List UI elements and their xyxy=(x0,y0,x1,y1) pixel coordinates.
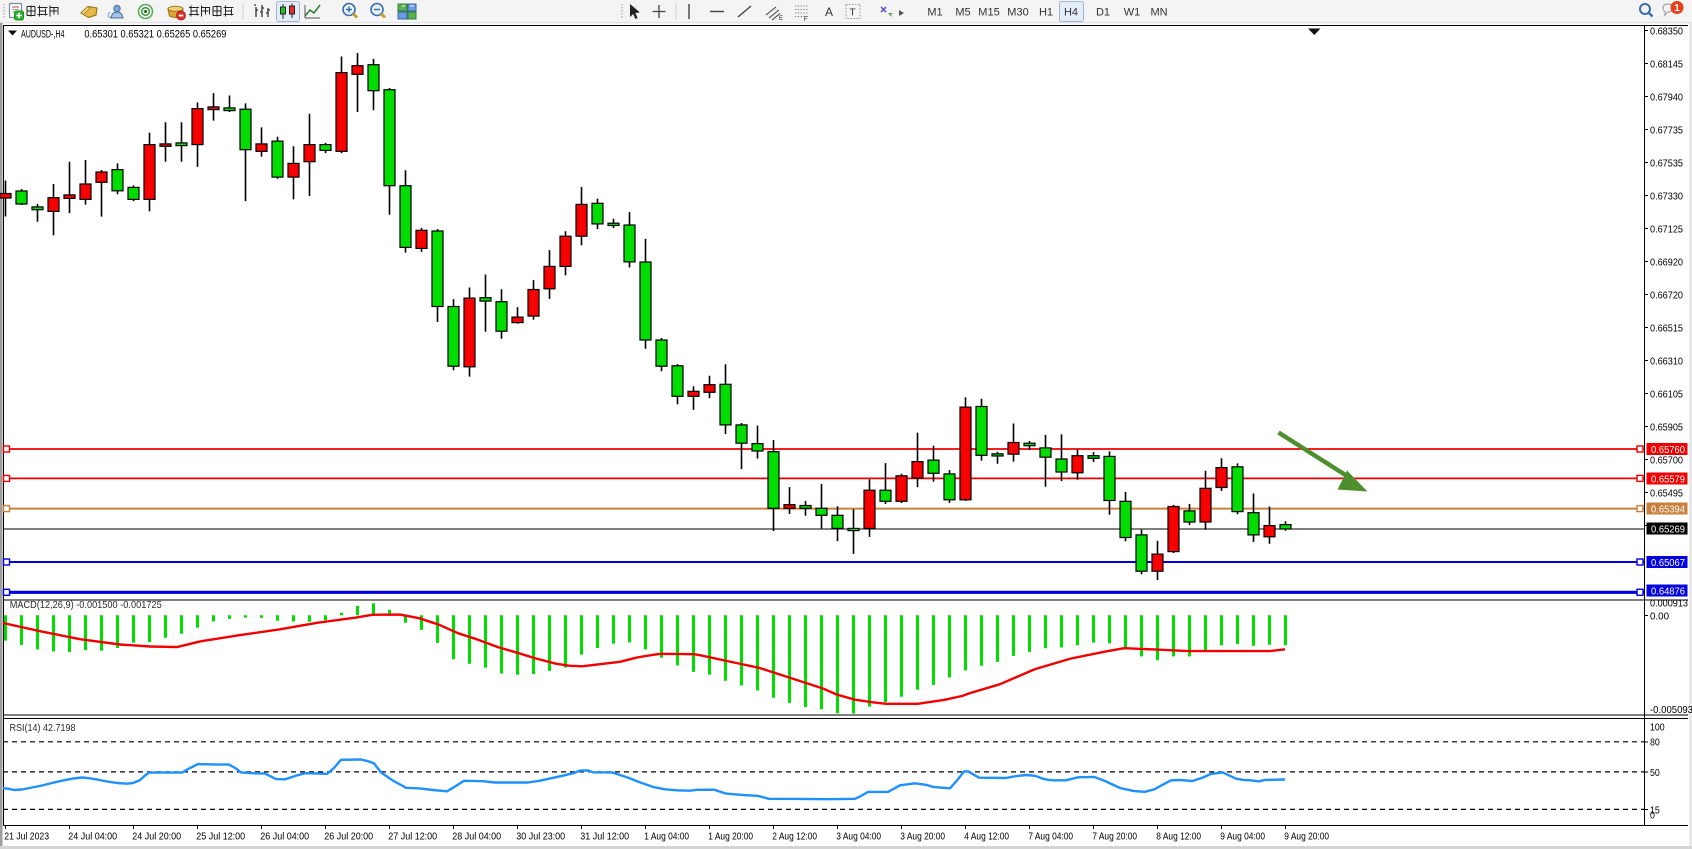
svg-text:4 Aug 12:00: 4 Aug 12:00 xyxy=(964,831,1009,843)
svg-text:24 Jul 04:00: 24 Jul 04:00 xyxy=(68,831,117,843)
svg-text:0.68145: 0.68145 xyxy=(1650,58,1683,70)
svg-text:F: F xyxy=(804,17,808,23)
svg-text:28 Jul 04:00: 28 Jul 04:00 xyxy=(452,831,501,843)
svg-text:0.66515: 0.66515 xyxy=(1650,322,1683,334)
svg-text:0.65067: 0.65067 xyxy=(1651,557,1685,569)
svg-text:15: 15 xyxy=(1650,804,1660,816)
svg-text:0.64876: 0.64876 xyxy=(1651,585,1685,597)
svg-text:2 Aug 12:00: 2 Aug 12:00 xyxy=(772,831,817,843)
svg-text:W1: W1 xyxy=(1124,7,1141,19)
svg-text:0.66105: 0.66105 xyxy=(1650,388,1683,400)
svg-text:26 Jul 20:00: 26 Jul 20:00 xyxy=(324,831,373,843)
svg-text:8 Aug 12:00: 8 Aug 12:00 xyxy=(1156,831,1201,843)
svg-text:0: 0 xyxy=(1650,810,1655,822)
svg-text:RSI(14) 42.7198: RSI(14) 42.7198 xyxy=(10,722,76,734)
svg-text:0.67535: 0.67535 xyxy=(1650,157,1683,169)
svg-text:24 Jul 20:00: 24 Jul 20:00 xyxy=(132,831,181,843)
svg-text:0.000913: 0.000913 xyxy=(1650,598,1688,610)
svg-text:3 Aug 20:00: 3 Aug 20:00 xyxy=(900,831,945,843)
svg-text:0.00: 0.00 xyxy=(1650,611,1669,623)
svg-text:7 Aug 20:00: 7 Aug 20:00 xyxy=(1092,831,1137,843)
svg-text:0.67330: 0.67330 xyxy=(1650,190,1683,202)
svg-text:T: T xyxy=(850,8,856,19)
svg-text:A: A xyxy=(825,5,833,19)
svg-text:0.67940: 0.67940 xyxy=(1650,91,1683,103)
svg-text:M1: M1 xyxy=(927,7,942,19)
svg-text:50: 50 xyxy=(1650,767,1660,779)
svg-text:0.65760: 0.65760 xyxy=(1651,444,1685,456)
svg-text:H1: H1 xyxy=(1039,7,1053,19)
svg-text:0.67735: 0.67735 xyxy=(1650,124,1683,136)
svg-text:0.68350: 0.68350 xyxy=(1650,25,1683,37)
svg-text:0.66920: 0.66920 xyxy=(1650,256,1683,268)
svg-text:30 Jul 23:00: 30 Jul 23:00 xyxy=(516,831,565,843)
svg-text:AUDUSD-,H4: AUDUSD-,H4 xyxy=(21,28,65,40)
svg-text:-0.005093: -0.005093 xyxy=(1650,704,1692,716)
svg-text:80: 80 xyxy=(1650,737,1660,749)
svg-text:E: E xyxy=(779,16,783,22)
svg-text:M30: M30 xyxy=(1007,7,1028,19)
svg-text:3 Aug 04:00: 3 Aug 04:00 xyxy=(836,831,881,843)
svg-text:H4: H4 xyxy=(1064,7,1078,19)
svg-text:21 Jul 2023: 21 Jul 2023 xyxy=(4,831,49,843)
svg-text:7 Aug 04:00: 7 Aug 04:00 xyxy=(1028,831,1073,843)
svg-text:25 Jul 12:00: 25 Jul 12:00 xyxy=(196,831,245,843)
svg-text:1: 1 xyxy=(1674,3,1680,14)
svg-text:0.67125: 0.67125 xyxy=(1650,223,1683,235)
svg-text:0.65579: 0.65579 xyxy=(1651,473,1685,485)
svg-text:1 Aug 20:00: 1 Aug 20:00 xyxy=(708,831,753,843)
svg-text:0.65269: 0.65269 xyxy=(1651,524,1685,536)
svg-text:0.65495: 0.65495 xyxy=(1650,487,1683,499)
svg-text:M15: M15 xyxy=(978,7,999,19)
svg-text:27 Jul 12:00: 27 Jul 12:00 xyxy=(388,831,437,843)
svg-text:0.65394: 0.65394 xyxy=(1651,504,1685,516)
svg-text:D1: D1 xyxy=(1096,7,1110,19)
svg-text:0.66310: 0.66310 xyxy=(1650,355,1683,367)
svg-text:100: 100 xyxy=(1650,722,1665,734)
svg-text:9 Aug 04:00: 9 Aug 04:00 xyxy=(1220,831,1265,843)
svg-text:26 Jul 04:00: 26 Jul 04:00 xyxy=(260,831,309,843)
svg-text:1 Aug 04:00: 1 Aug 04:00 xyxy=(644,831,689,843)
svg-text:MACD(12,26,9) -0.001500 -0.001: MACD(12,26,9) -0.001500 -0.001725 xyxy=(10,599,162,611)
svg-text:31 Jul 12:00: 31 Jul 12:00 xyxy=(580,831,629,843)
svg-text:MN: MN xyxy=(1150,7,1167,19)
svg-text:0.65905: 0.65905 xyxy=(1650,421,1683,433)
svg-text:9 Aug 20:00: 9 Aug 20:00 xyxy=(1284,831,1329,843)
svg-text:0.65301 0.65321 0.65265 0.6526: 0.65301 0.65321 0.65265 0.65269 xyxy=(84,28,226,40)
svg-text:0.66720: 0.66720 xyxy=(1650,289,1683,301)
svg-text:0.65700: 0.65700 xyxy=(1650,454,1683,466)
svg-text:M5: M5 xyxy=(955,7,970,19)
